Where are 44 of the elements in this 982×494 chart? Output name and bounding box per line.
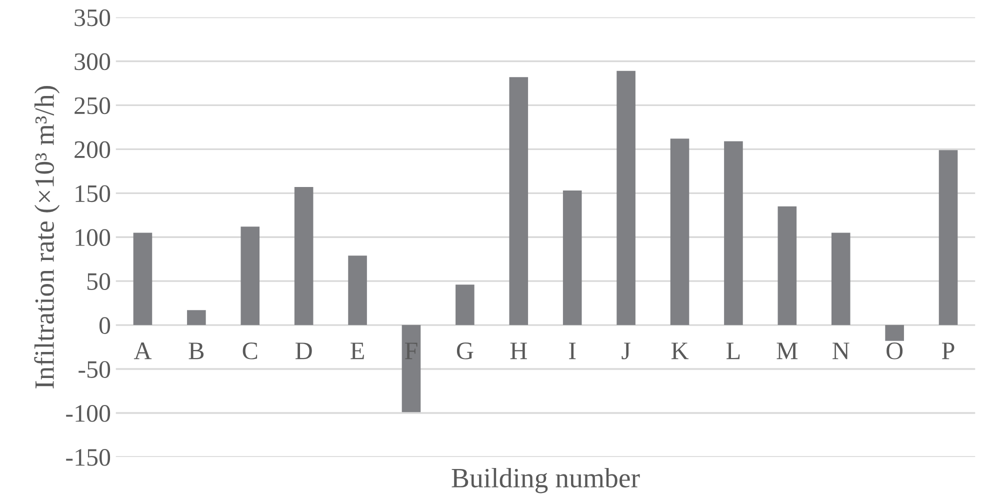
bar	[509, 77, 528, 326]
bar	[885, 325, 904, 341]
y-tick-label: 50	[87, 273, 110, 290]
bar	[670, 138, 690, 326]
y-tick-label: 100	[76, 229, 110, 246]
y-tick-label: 350	[74, 9, 110, 26]
x-axis-title: Building number	[452, 468, 640, 494]
bar	[348, 256, 367, 326]
x-tick-label: G	[456, 342, 474, 360]
y-tick-label: -100	[66, 405, 110, 422]
bar	[133, 232, 152, 326]
x-tick-label: I	[569, 342, 576, 360]
bar	[778, 206, 797, 326]
bar	[616, 70, 636, 326]
x-tick-label: B	[188, 342, 204, 360]
y-tick-label: 200	[74, 141, 110, 158]
x-tick-label: N	[832, 342, 850, 360]
x-tick-label: L	[726, 342, 740, 360]
bar	[724, 141, 743, 326]
bar	[240, 226, 260, 326]
bar	[294, 187, 314, 326]
y-tick-label: 300	[74, 53, 110, 70]
x-tick-label: J	[622, 342, 630, 360]
y-tick-label: 250	[74, 97, 110, 114]
x-tick-label: E	[350, 342, 364, 360]
bar	[831, 232, 850, 326]
x-tick-label: C	[242, 342, 258, 360]
x-tick-label: M	[776, 342, 798, 360]
bar	[562, 190, 582, 326]
x-tick-label: A	[134, 342, 152, 360]
x-tick-label: P	[942, 342, 954, 360]
y-tick-label: -50	[78, 361, 110, 378]
y-tick-label: 150	[76, 185, 110, 202]
bar	[187, 310, 206, 326]
y-axis-title: Infiltration rate (×10³ m³/h)	[34, 86, 60, 388]
x-tick-label: K	[671, 342, 689, 360]
x-tick-label: O	[886, 342, 903, 360]
bar	[402, 325, 421, 412]
bar	[938, 150, 958, 326]
bar	[456, 284, 474, 326]
x-tick-label: H	[510, 342, 527, 360]
y-tick-label: -150	[66, 449, 110, 466]
y-tick-label: 0	[99, 317, 110, 334]
x-tick-label: D	[296, 342, 312, 360]
